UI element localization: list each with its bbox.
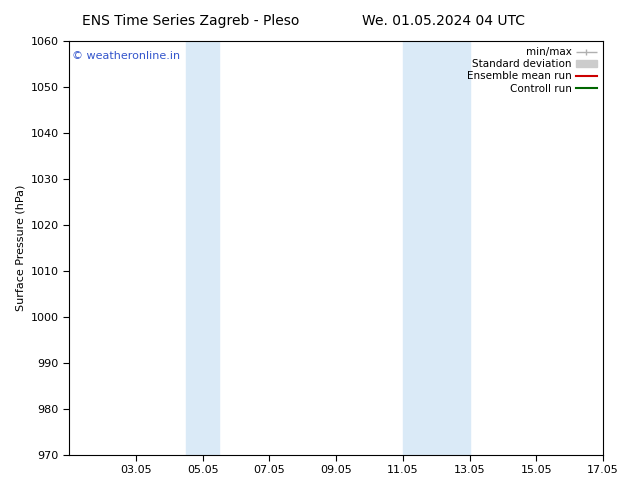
- Text: © weatheronline.in: © weatheronline.in: [72, 51, 180, 61]
- Y-axis label: Surface Pressure (hPa): Surface Pressure (hPa): [15, 185, 25, 311]
- Bar: [403, 41, 470, 455]
- Legend: min/max, Standard deviation, Ensemble mean run, Controll run: min/max, Standard deviation, Ensemble me…: [464, 44, 600, 97]
- Text: We. 01.05.2024 04 UTC: We. 01.05.2024 04 UTC: [362, 14, 526, 28]
- Text: ENS Time Series Zagreb - Pleso: ENS Time Series Zagreb - Pleso: [82, 14, 299, 28]
- Bar: [186, 41, 219, 455]
